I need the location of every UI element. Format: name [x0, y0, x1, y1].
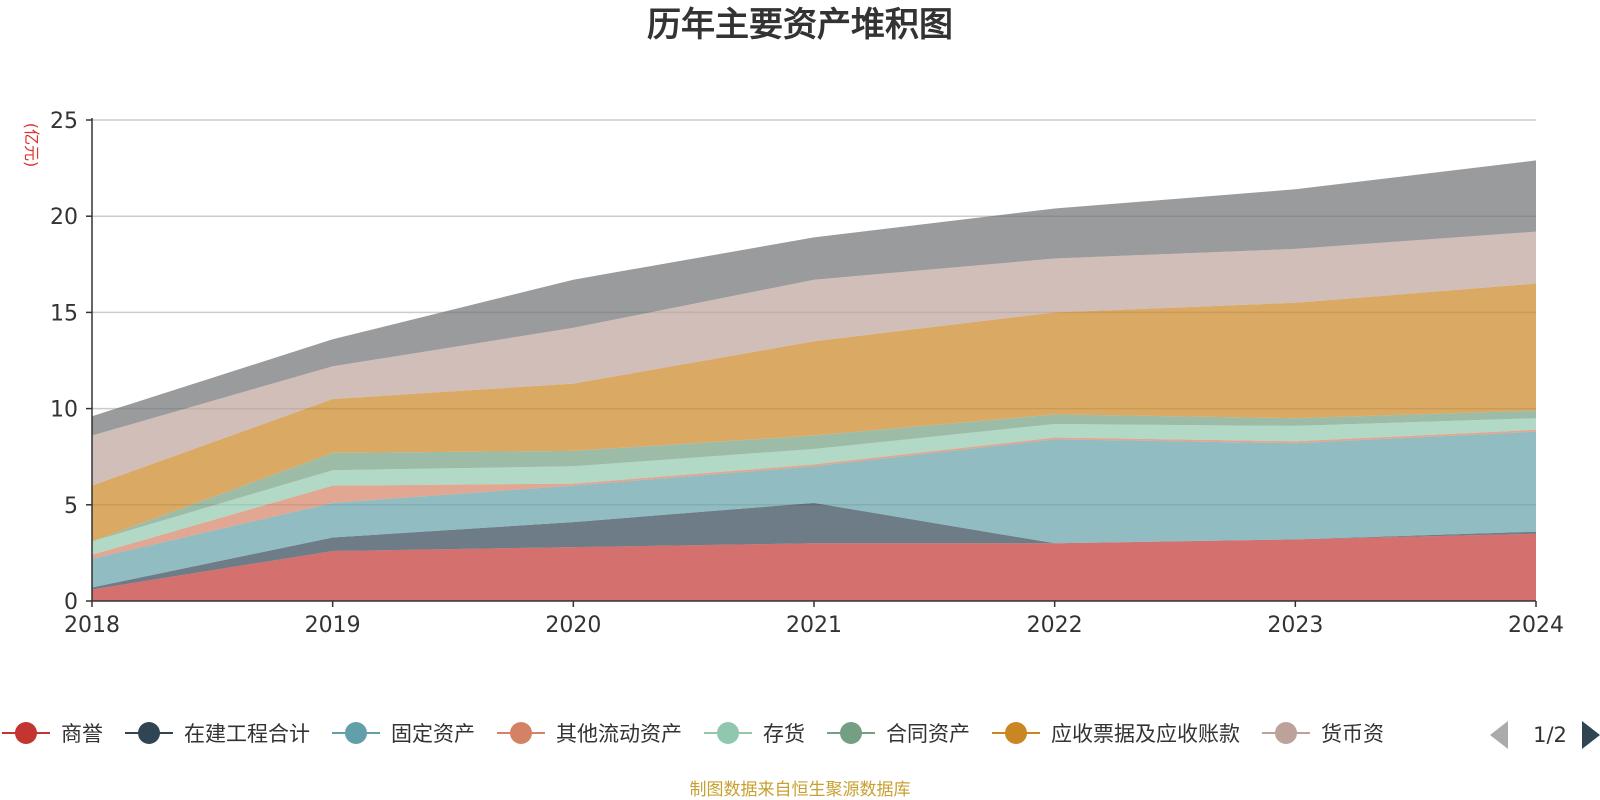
legend-label: 在建工程合计	[184, 722, 310, 746]
x-tick-label: 2019	[305, 613, 361, 638]
legend-item[interactable]: 合同资产	[827, 722, 970, 746]
chart-title: 历年主要资产堆积图	[647, 5, 953, 45]
legend-item[interactable]: 商誉	[2, 722, 103, 746]
x-tick-label: 2024	[1508, 613, 1564, 638]
legend-circle-marker	[345, 722, 367, 744]
legend-next-page-arrow-icon[interactable]	[1582, 721, 1600, 749]
y-tick-label: 5	[64, 494, 78, 519]
legend-label: 商誉	[61, 722, 103, 746]
legend-label: 固定资产	[391, 722, 475, 746]
legend-item[interactable]: 固定资产	[332, 722, 475, 746]
legend-circle-marker	[1275, 722, 1297, 744]
legend-label: 存货	[763, 722, 805, 746]
legend-label: 货币资	[1321, 722, 1384, 746]
area-series-存货	[92, 418, 1536, 555]
legend-circle-marker	[15, 722, 37, 744]
y-tick-label: 20	[50, 205, 78, 230]
legend-item[interactable]: 货币资	[1262, 722, 1384, 746]
area-series-固定资产	[92, 431, 1536, 588]
legend-label: 其他流动资产	[556, 722, 682, 746]
legend-circle-marker	[840, 722, 862, 744]
x-tick-label: 2022	[1027, 613, 1083, 638]
y-tick-label: 0	[64, 590, 78, 615]
legend-pager: 1/2	[1490, 721, 1600, 749]
legend-label: 应收票据及应收账款	[1051, 722, 1240, 746]
data-source-note: 制图数据来自恒生聚源数据库	[690, 780, 911, 800]
area-series-商誉	[92, 533, 1536, 601]
area-series	[92, 160, 1536, 601]
x-tick-label: 2018	[64, 613, 120, 638]
legend-circle-marker	[138, 722, 160, 744]
y-axis-unit-label: (亿元)	[22, 123, 41, 168]
area-series-货币资金	[92, 231, 1536, 486]
legend-circle-marker	[1005, 722, 1027, 744]
legend-item[interactable]: 其他流动资产	[497, 722, 682, 746]
axes: 0 5 10 15 20 25 2018 2019 2020 2021 2022 2023 2024	[50, 109, 1564, 638]
legend-circle-marker	[717, 722, 739, 744]
y-tick-label: 15	[50, 301, 78, 326]
legend-item[interactable]: 应收票据及应收账款	[992, 722, 1240, 746]
area-series-其他	[92, 160, 1536, 436]
area-series-其他流动资产	[92, 429, 1536, 559]
y-tick-label: 10	[50, 398, 78, 423]
area-series-合同资产	[92, 410, 1536, 542]
legend-circle-marker	[510, 722, 532, 744]
legend-item[interactable]: 在建工程合计	[125, 722, 310, 746]
area-series-在建工程合计	[92, 502, 1536, 590]
x-tick-label: 2021	[786, 613, 842, 638]
x-tick-label: 2023	[1267, 613, 1323, 638]
legend-items: 商誉 在建工程合计 固定资产 其他流动资产 存货 合同资产 应收票据及应收账款 货币资	[2, 722, 1384, 746]
legend[interactable]: 商誉 在建工程合计 固定资产 其他流动资产 存货 合同资产 应收票据及应收账款 货币资 1/2	[2, 721, 1600, 749]
y-tick-label: 25	[50, 109, 78, 134]
legend-prev-page-arrow-icon[interactable]	[1490, 721, 1508, 749]
x-tick-label: 2020	[545, 613, 601, 638]
legend-item[interactable]: 存货	[704, 722, 805, 746]
area-series-应收票据及应收账款	[92, 283, 1536, 542]
legend-page-indicator: 1/2	[1533, 723, 1567, 747]
legend-label: 合同资产	[886, 722, 970, 746]
